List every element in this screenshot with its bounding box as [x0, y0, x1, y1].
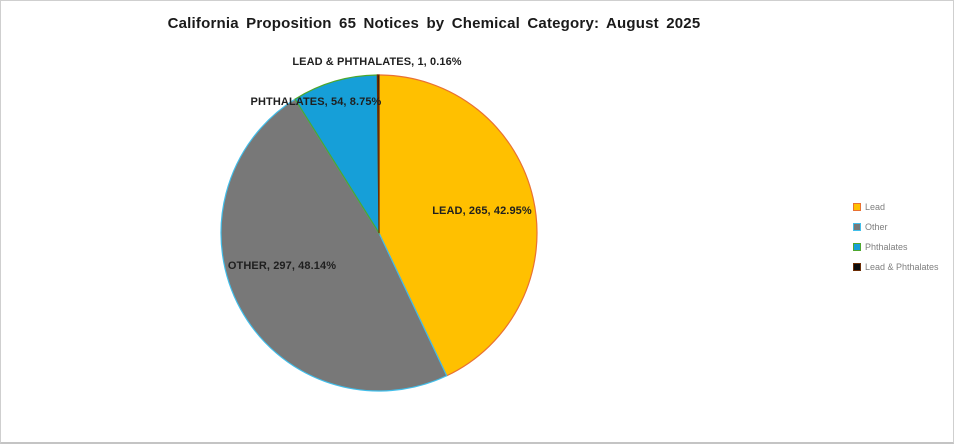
pie-slice-other	[220, 98, 448, 392]
legend-item: Lead	[853, 200, 939, 213]
pie-slice-phthalates	[294, 74, 380, 236]
legend-label: Other	[865, 221, 888, 232]
data-label-phthalates: PHTHALATES, 54, 8.75%	[250, 96, 382, 108]
pie-slice-lead-phthalates	[376, 74, 380, 234]
legend-label: Lead	[865, 201, 886, 212]
chart-title: California Proposition 65 Notices by Che…	[167, 15, 701, 32]
legend-label: Phthalates	[865, 241, 908, 252]
legend-item: Phthalates	[853, 240, 939, 253]
legend-item: Other	[853, 220, 939, 233]
legend-label: Lead & Phthalates	[865, 261, 939, 272]
pie-slice-lead	[378, 74, 538, 377]
data-label-lead: LEAD, 265, 42.95%	[432, 205, 532, 217]
legend-marker-icon	[853, 242, 861, 251]
legend: Lead Other Phthalates Lead & Phthalates	[853, 200, 939, 273]
pie-chart	[220, 74, 538, 392]
data-label-other: OTHER, 297, 48.14%	[227, 260, 337, 272]
legend-marker-icon	[853, 222, 861, 231]
legend-marker-icon	[853, 202, 861, 211]
data-label-lead-and-phthalates: LEAD & PHTHALATES, 1, 0.16%	[292, 56, 462, 68]
legend-item: Lead & Phthalates	[853, 260, 939, 273]
legend-marker-icon	[853, 262, 861, 271]
